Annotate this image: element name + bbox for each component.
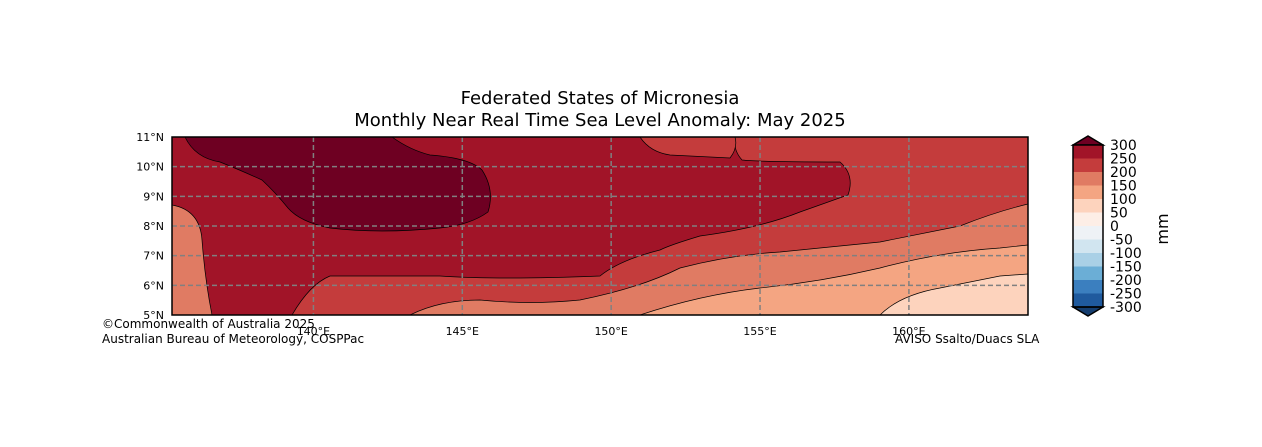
colorbar-tick-label: -150 — [1110, 260, 1142, 276]
colorbar-tick-label: -300 — [1110, 300, 1142, 316]
map-title-line1: Federated States of Micronesia — [460, 88, 740, 109]
colorbar-tick-label: 100 — [1110, 192, 1137, 208]
colorbar-unit-label: mm — [1153, 213, 1172, 244]
map-title-line2: Monthly Near Real Time Sea Level Anomaly… — [354, 110, 846, 131]
longitude-tick-label: 150°E — [594, 325, 627, 338]
latitude-tick-labels: 5°N 6°N 7°N 8°N 9°N 10°N 11°N — [136, 131, 164, 322]
colorbar-tick-label: -250 — [1110, 287, 1142, 303]
latitude-tick-label: 5°N — [143, 309, 164, 322]
latitude-tick-label: 10°N — [136, 161, 164, 174]
colorbar-extend-bottom — [1070, 306, 1106, 317]
data-source-credit: AVISO Ssalto/Duacs SLA — [895, 332, 1040, 346]
band-above-300 — [184, 137, 491, 232]
colorbar-segment — [1073, 280, 1103, 294]
colorbar-segment — [1073, 158, 1103, 173]
colorbar-tick-label: 200 — [1110, 165, 1137, 181]
longitude-tick-label: 160°E — [892, 325, 925, 338]
colorbar-segment — [1073, 293, 1103, 308]
colorbar-segment — [1073, 212, 1103, 227]
latitude-tick-label: 8°N — [143, 220, 164, 233]
agency-credit: Australian Bureau of Meteorology, COSPPa… — [102, 332, 365, 346]
latitude-tick-label: 7°N — [143, 250, 164, 263]
colorbar-segment — [1073, 226, 1103, 240]
colorbar-tick-label: -50 — [1110, 233, 1133, 249]
colorbar-tick-label: 50 — [1110, 206, 1128, 222]
colorbar-extend-top — [1070, 135, 1106, 146]
colorbar-segment — [1073, 253, 1103, 267]
copyright-credit: ©Commonwealth of Australia 2025 — [102, 317, 315, 331]
longitude-tick-label: 155°E — [743, 325, 776, 338]
colorbar-tick-label: 300 — [1110, 138, 1137, 154]
colorbar-segment — [1073, 185, 1103, 200]
colorbar-tick-label: 250 — [1110, 152, 1137, 168]
colorbar-segment — [1073, 145, 1103, 159]
colorbar-segment — [1073, 266, 1103, 281]
band-150-200-west — [172, 204, 213, 315]
graticule-grid — [172, 137, 1028, 315]
colorbar-segment — [1073, 199, 1103, 213]
band-200-250-notch — [639, 137, 737, 159]
colorbar-tick-label: 150 — [1110, 179, 1137, 195]
colorbar-segment — [1073, 172, 1103, 186]
colorbar-segment — [1073, 239, 1103, 254]
longitude-tick-labels: 140°E 145°E 150°E 155°E 160°E — [297, 325, 926, 338]
band-50-100 — [879, 273, 1028, 315]
latitude-tick-label: 6°N — [143, 279, 164, 292]
colorbar: 300250200150100500-50-100-150-200-250-30… — [1070, 135, 1142, 317]
longitude-tick-label: 140°E — [297, 325, 330, 338]
colorbar-tick-label: -200 — [1110, 273, 1142, 289]
latitude-tick-label: 9°N — [143, 190, 164, 203]
latitude-tick-label: 11°N — [136, 131, 164, 144]
longitude-tick-label: 145°E — [446, 325, 479, 338]
map-frame — [171, 136, 1029, 316]
colorbar-tick-label: 0 — [1110, 219, 1119, 235]
colorbar-outline — [1072, 144, 1104, 308]
colorbar-tick-label: -100 — [1110, 246, 1142, 262]
